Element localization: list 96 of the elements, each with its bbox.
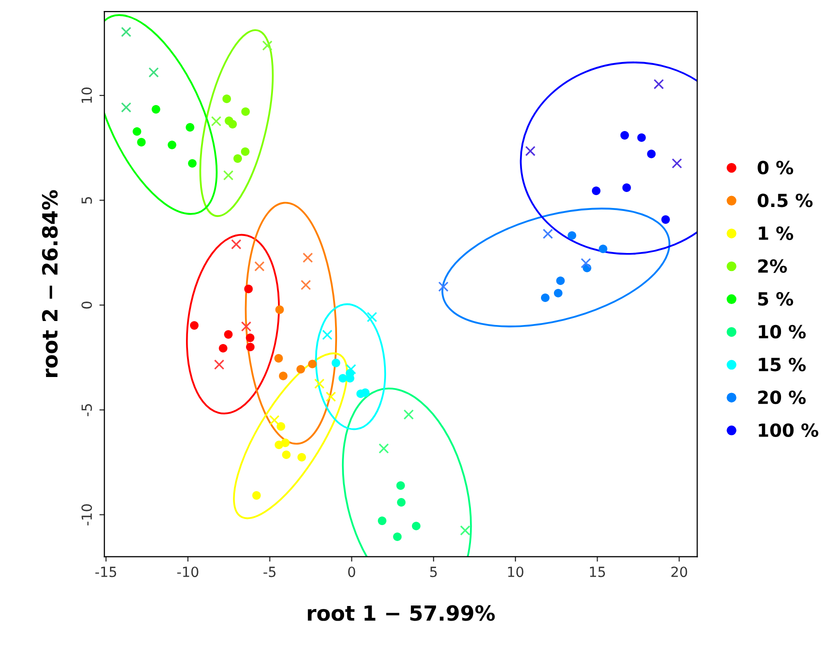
point <box>647 150 656 158</box>
point <box>540 293 550 302</box>
point <box>568 231 576 240</box>
point <box>281 438 290 448</box>
point <box>231 239 242 250</box>
legend-label: 0 % <box>758 160 794 174</box>
point <box>396 481 405 490</box>
point <box>346 364 356 374</box>
point <box>137 138 146 146</box>
legend-label: 0.5 % <box>758 194 813 208</box>
point <box>246 342 255 352</box>
point <box>592 186 600 196</box>
point <box>438 281 449 292</box>
x-tick-label: -15 <box>95 566 116 578</box>
point <box>152 105 160 114</box>
point <box>121 26 132 38</box>
x-axis-title: root 1 − 57.99% <box>308 605 495 621</box>
point <box>637 133 646 142</box>
point <box>223 170 234 180</box>
point <box>620 131 629 140</box>
x-tick-label: -5 <box>264 566 276 578</box>
point <box>282 450 291 460</box>
point <box>214 359 224 370</box>
legend-label: 10 % <box>758 324 806 339</box>
point <box>654 78 664 90</box>
legend-label: 100 % <box>758 423 818 437</box>
y-tick-label: -5 <box>82 404 92 416</box>
point <box>308 360 317 368</box>
point <box>274 354 283 363</box>
point <box>661 215 670 224</box>
point <box>276 422 286 431</box>
point <box>554 288 562 298</box>
point <box>240 147 250 156</box>
point <box>224 330 233 339</box>
point <box>233 154 242 163</box>
point <box>672 158 682 169</box>
point <box>121 102 132 113</box>
point <box>188 159 197 168</box>
point <box>262 40 272 51</box>
point <box>598 244 608 254</box>
x-tick-label: 20 <box>671 566 688 578</box>
point <box>556 276 565 286</box>
point <box>186 123 194 132</box>
point <box>322 330 332 340</box>
point <box>222 94 231 104</box>
point <box>190 321 199 330</box>
x-tick-label: 10 <box>508 566 524 578</box>
point <box>246 334 254 342</box>
y-tick-label: 10 <box>81 88 92 103</box>
y-tick-label: -10 <box>81 504 92 526</box>
point <box>168 140 176 150</box>
point <box>132 127 142 136</box>
point <box>314 378 325 389</box>
x-tick-label: 5 <box>430 566 437 578</box>
x-tick-label: -10 <box>177 566 198 578</box>
point <box>580 258 592 268</box>
point <box>332 358 340 368</box>
legend-label: 2% <box>758 259 787 273</box>
point <box>211 116 222 126</box>
point <box>252 491 261 500</box>
point <box>378 443 389 454</box>
point <box>278 372 288 380</box>
legend-label: 1 % <box>758 226 794 240</box>
x-tick-label: 15 <box>590 566 605 578</box>
point <box>393 532 402 541</box>
point <box>275 305 284 314</box>
x-tick-label: 0 <box>348 566 356 578</box>
legend-label: 20 % <box>758 390 806 404</box>
point <box>254 261 265 272</box>
point <box>228 120 237 128</box>
point <box>296 364 306 374</box>
point <box>241 107 250 116</box>
point <box>338 374 348 383</box>
y-axis-title: root 2 − 26.84% <box>42 190 58 378</box>
legend-label: 5 % <box>758 292 794 306</box>
point <box>622 183 631 192</box>
y-tick-label: 5 <box>82 197 92 204</box>
point <box>297 452 306 462</box>
point <box>244 284 253 294</box>
point <box>460 525 470 536</box>
point <box>148 67 159 78</box>
point <box>300 280 311 290</box>
point <box>378 516 386 526</box>
y-tick-label: 0 <box>81 302 92 309</box>
point <box>269 415 280 426</box>
point <box>218 344 228 353</box>
point <box>241 321 252 332</box>
point <box>542 228 554 239</box>
point <box>404 409 414 420</box>
point <box>412 522 420 530</box>
point <box>326 392 336 402</box>
legend-label: 15 % <box>758 358 806 372</box>
point <box>525 146 536 156</box>
point <box>397 498 406 507</box>
point <box>302 252 313 263</box>
point <box>366 312 378 322</box>
